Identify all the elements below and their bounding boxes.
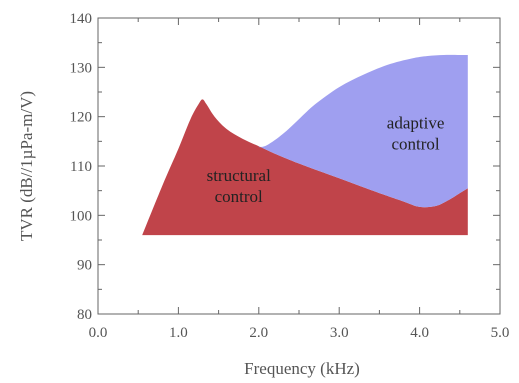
y-tick-label: 120 <box>70 110 93 126</box>
adaptive-control-label-line: adaptive <box>387 114 445 133</box>
y-tick-label: 100 <box>70 208 93 224</box>
adaptive-control-area <box>258 54 468 208</box>
structural-control-label-line: structural <box>207 166 271 185</box>
y-tick-label: 140 <box>70 11 93 27</box>
region-fills <box>142 54 468 236</box>
x-axis-title: Frequency (kHz) <box>244 359 360 378</box>
x-tick-label: 0.0 <box>89 325 108 341</box>
y-tick-label: 80 <box>77 307 92 323</box>
axis-ticks <box>97 17 501 315</box>
y-tick-label: 110 <box>70 159 92 175</box>
structural-control-label-line: control <box>215 187 263 206</box>
y-tick-label: 90 <box>77 258 92 274</box>
y-tick-label: 130 <box>70 60 93 76</box>
x-tick-label: 3.0 <box>330 325 349 341</box>
x-tick-label: 1.0 <box>169 325 188 341</box>
structural-control-area <box>142 99 468 236</box>
x-tick-label: 2.0 <box>249 325 268 341</box>
y-axis-title: TVR (dB//1µPa-m/V) <box>17 91 36 241</box>
structural-control-label: structural control <box>207 166 271 206</box>
adaptive-control-label: adaptive control <box>387 114 445 154</box>
x-tick-label: 4.0 <box>410 325 429 341</box>
adaptive-control-label-line: control <box>392 135 440 154</box>
axis-tick-labels: 0.0 1.0 2.0 3.0 4.0 5.0 80 90 100 110 120 130 140 <box>70 11 510 341</box>
region-labels: structural control adaptive control <box>207 114 445 206</box>
x-tick-label: 5.0 <box>491 325 510 341</box>
